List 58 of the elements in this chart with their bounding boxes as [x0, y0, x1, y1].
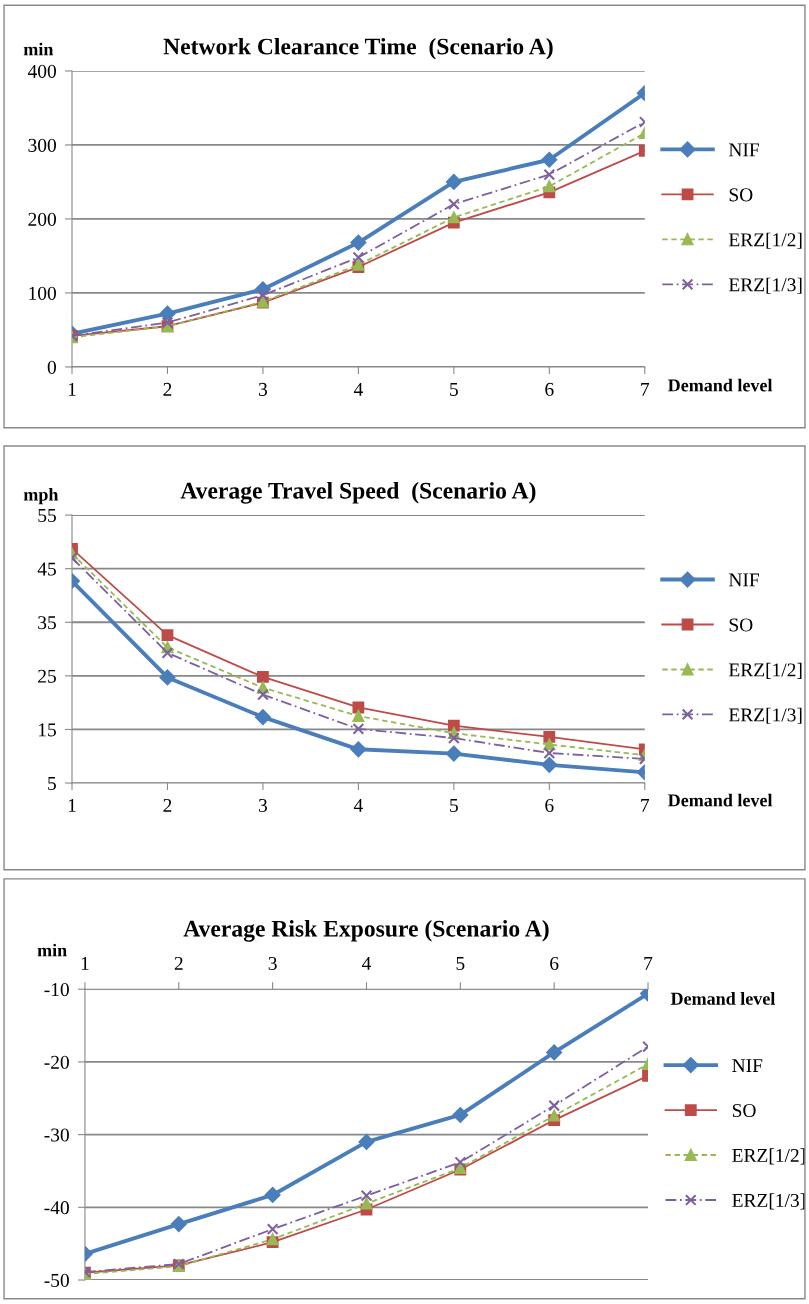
x-axis-title: Demand level — [668, 793, 773, 807]
x-tick-label: 7 — [641, 382, 650, 396]
y-tick-label: 200 — [28, 212, 56, 226]
y-axis-title: mph — [23, 487, 59, 505]
legend-label: SO — [729, 188, 753, 202]
x-tick-label: 6 — [550, 956, 559, 970]
legend-label: ERZ[1/2] — [728, 232, 802, 249]
x-tick-label: 1 — [81, 956, 89, 970]
x-axis-title: Demand level — [668, 378, 773, 392]
legend-label: ERZ[1/2] — [728, 662, 802, 679]
y-tick-label: 0 — [47, 360, 56, 374]
x-tick-label: 6 — [545, 798, 554, 813]
y-tick-label: -30 — [44, 1128, 69, 1142]
x-tick-label: 5 — [450, 382, 458, 396]
x-tick-label: 3 — [258, 798, 268, 813]
y-tick-label: -40 — [44, 1201, 69, 1215]
x-tick-label: 4 — [353, 382, 363, 396]
legend-label: SO — [729, 618, 753, 632]
x-tick-label: 5 — [456, 957, 465, 970]
x-tick-label: 7 — [641, 799, 650, 812]
legend-label: NIF — [728, 573, 760, 587]
y-tick-label: -20 — [44, 1055, 69, 1069]
legend-label: ERZ[1/2] — [732, 1148, 805, 1165]
x-tick-label: 3 — [258, 382, 268, 396]
x-tick-label: 6 — [545, 382, 554, 396]
y-tick-label: 25 — [38, 669, 56, 683]
y-tick-label: 300 — [28, 138, 56, 152]
x-tick-label: 2 — [174, 956, 183, 970]
y-tick-label: 400 — [27, 64, 56, 78]
y-tick-label: 5 — [48, 777, 56, 790]
y-tick-label: 45 — [37, 562, 56, 576]
y-tick-label: -50 — [44, 1273, 69, 1287]
x-tick-label: 2 — [163, 382, 172, 396]
legend-label: ERZ[1/3] — [728, 277, 802, 294]
x-tick-label: 1 — [68, 798, 76, 812]
legend-label: SO — [732, 1103, 756, 1118]
x-axis-title: Demand level — [670, 992, 776, 1005]
x-tick-label: 4 — [362, 957, 372, 970]
y-tick-label: 100 — [29, 286, 56, 300]
x-tick-label: 2 — [163, 798, 172, 812]
x-tick-label: 1 — [68, 382, 76, 396]
legend-label: NIF — [732, 1059, 763, 1072]
y-tick-label: 55 — [38, 509, 56, 523]
legend-label: ERZ[1/3] — [732, 1193, 805, 1210]
legend-label: ERZ[1/3] — [728, 707, 802, 724]
x-tick-label: 3 — [268, 956, 277, 970]
legend-label: NIF — [728, 143, 760, 157]
chart-title: Network Clearance Time (Scenario A) — [163, 37, 553, 60]
x-tick-label: 5 — [450, 799, 458, 813]
y-axis-title: min — [37, 943, 67, 957]
chart-title: Average Risk Exposure (Scenario A) — [183, 920, 549, 942]
y-tick-label: 35 — [38, 616, 56, 630]
x-tick-label: 4 — [353, 799, 363, 812]
x-tick-label: 7 — [644, 957, 653, 970]
y-tick-label: -10 — [44, 983, 69, 997]
y-axis-title: min — [23, 42, 54, 56]
chart-title: Average Travel Speed (Scenario A) — [180, 482, 536, 504]
y-tick-label: 15 — [38, 723, 56, 737]
